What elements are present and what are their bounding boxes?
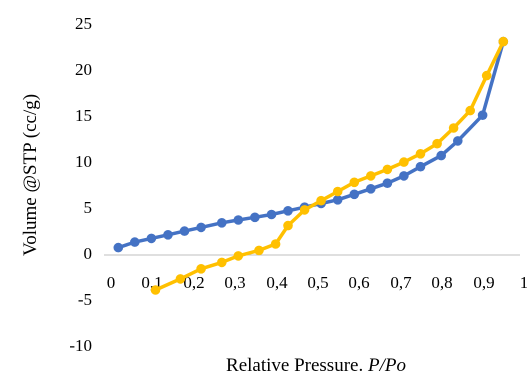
series-1 bbox=[113, 36, 509, 253]
x-tick-label: 0,7 bbox=[390, 273, 412, 292]
data-point bbox=[332, 186, 343, 197]
data-point bbox=[283, 220, 293, 231]
data-point bbox=[349, 189, 360, 200]
data-point bbox=[477, 110, 488, 120]
data-point bbox=[366, 184, 376, 194]
data-point bbox=[399, 157, 409, 167]
x-tick-label: 0,4 bbox=[266, 273, 288, 292]
data-point bbox=[196, 264, 206, 274]
x-tick-label: 0,6 bbox=[348, 273, 369, 292]
data-point bbox=[217, 218, 227, 228]
y-axis-title: Volume @STP (cc/g) bbox=[20, 94, 41, 256]
series-line bbox=[154, 40, 505, 292]
y-tick-label: 0 bbox=[84, 244, 93, 263]
data-point bbox=[332, 195, 343, 205]
data-point bbox=[146, 233, 157, 244]
y-tick-label: 10 bbox=[75, 152, 92, 171]
x-tick-label: 0,2 bbox=[183, 273, 204, 292]
data-point bbox=[196, 222, 206, 233]
data-point bbox=[217, 257, 227, 268]
y-tick-label: -5 bbox=[78, 290, 92, 309]
data-point bbox=[382, 178, 393, 188]
data-point bbox=[130, 237, 140, 247]
y-tick-label: 20 bbox=[75, 60, 92, 79]
x-axis-title-italic: P/Po bbox=[367, 355, 406, 376]
y-tick-label: 15 bbox=[75, 106, 92, 125]
data-point bbox=[179, 226, 190, 236]
data-point bbox=[498, 36, 509, 47]
data-point bbox=[270, 239, 281, 249]
x-axis-title-main: Relative Pressure. bbox=[226, 355, 368, 376]
x-tick-label: 1 bbox=[520, 273, 527, 292]
y-tick-label: 25 bbox=[75, 14, 92, 33]
x-tick-label: 0,9 bbox=[473, 273, 494, 292]
data-point bbox=[299, 205, 310, 215]
data-point bbox=[453, 136, 463, 146]
data-point bbox=[150, 285, 161, 295]
data-point bbox=[432, 138, 442, 149]
data-point bbox=[175, 274, 186, 284]
data-point bbox=[399, 171, 409, 181]
series-line bbox=[117, 41, 505, 250]
data-point bbox=[436, 150, 447, 161]
data-point bbox=[366, 171, 376, 181]
series-2 bbox=[150, 36, 509, 295]
data-point bbox=[113, 242, 124, 253]
data-point bbox=[316, 195, 326, 206]
data-point bbox=[415, 149, 426, 159]
data-point bbox=[382, 164, 393, 175]
y-tick-label: -10 bbox=[69, 336, 92, 355]
x-axis-title: Relative Pressure. P/Po bbox=[226, 355, 406, 376]
data-point bbox=[415, 161, 426, 172]
data-point bbox=[266, 209, 277, 220]
data-point bbox=[163, 230, 173, 240]
x-tick-label: 0 bbox=[107, 273, 116, 292]
data-point bbox=[233, 251, 244, 261]
data-point bbox=[481, 70, 492, 81]
y-tick-label: 5 bbox=[84, 198, 93, 217]
data-point bbox=[254, 245, 264, 256]
x-tick-label: 0,3 bbox=[224, 273, 245, 292]
data-point bbox=[233, 215, 244, 225]
data-point bbox=[349, 177, 360, 188]
x-tick-label: 0,8 bbox=[431, 273, 452, 292]
data-point bbox=[283, 206, 293, 216]
x-tick-labels: 0 0,1 0,2 0,3 0,4 0,5 0,6 0,7 0,8 0,9 1 bbox=[107, 273, 527, 292]
x-tick-label: 0,5 bbox=[307, 273, 328, 292]
data-point bbox=[250, 212, 260, 223]
y-tick-labels: -10 -5 0 5 10 15 20 25 bbox=[69, 14, 92, 355]
data-point bbox=[448, 123, 459, 133]
data-point bbox=[465, 105, 476, 116]
series-layer bbox=[113, 36, 509, 295]
